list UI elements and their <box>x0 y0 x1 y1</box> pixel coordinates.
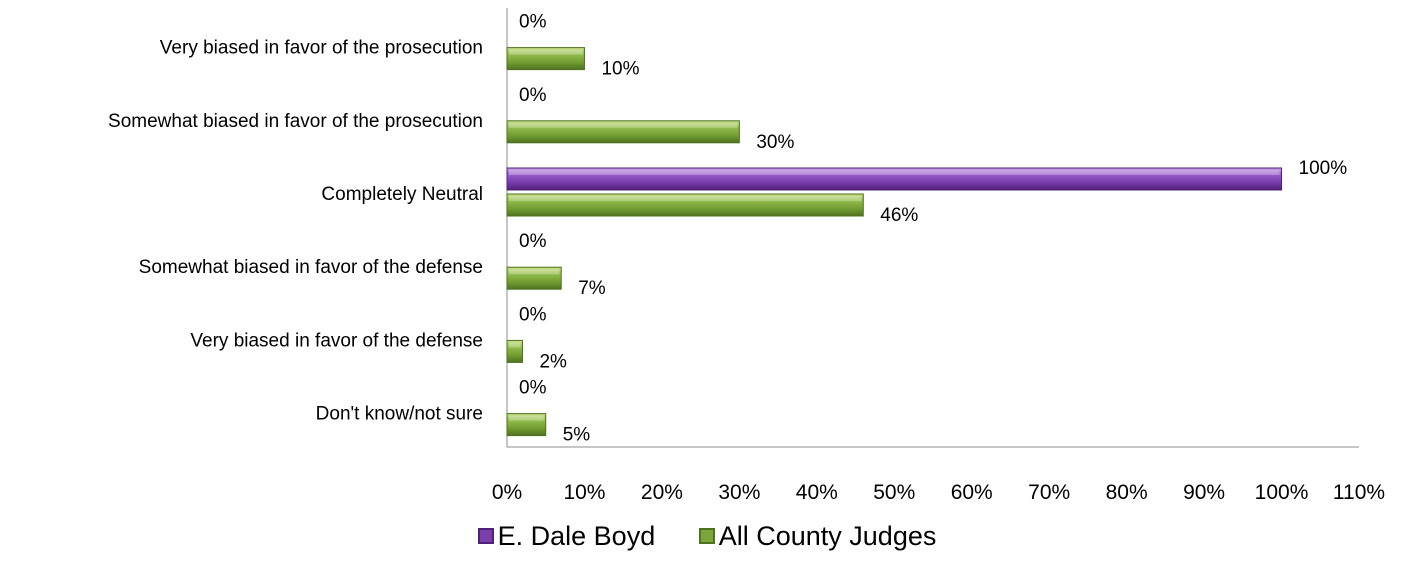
bar-highlight <box>509 170 1280 175</box>
legend: E. Dale Boyd All County Judges <box>0 520 1414 552</box>
data-label: 100% <box>1299 158 1348 179</box>
bar-highlight <box>509 122 738 128</box>
x-tick-label: 40% <box>796 481 838 504</box>
bar-all-county-judges <box>506 120 740 144</box>
category-label: Somewhat biased in favor of the defense <box>139 257 483 278</box>
x-tick-label: 70% <box>1028 481 1070 504</box>
legend-item-e-dale-boyd: E. Dale Boyd <box>477 520 656 552</box>
legend-label: E. Dale Boyd <box>497 520 656 551</box>
category-label: Very biased in favor of the defense <box>190 330 483 351</box>
data-label: 2% <box>539 351 567 372</box>
bar-all-county-judges <box>506 266 562 290</box>
data-label: 5% <box>563 425 591 446</box>
data-label: 10% <box>601 59 639 80</box>
bar-all-county-judges <box>506 193 864 217</box>
category-label: Completely Neutral <box>321 184 483 205</box>
legend-swatch-green <box>698 528 715 544</box>
bar-highlight <box>509 415 544 421</box>
category-label: Very biased in favor of the prosecution <box>160 38 483 59</box>
data-label: 0% <box>519 378 547 399</box>
bar-highlight <box>509 342 521 348</box>
x-tick-label: 60% <box>951 481 993 504</box>
x-tick-label: 80% <box>1106 481 1148 504</box>
x-tick-label: 0% <box>492 481 522 504</box>
category-label: Don't know/not sure <box>316 404 483 425</box>
legend-swatch-purple <box>477 528 494 544</box>
x-tick-label: 110% <box>1333 481 1385 504</box>
data-label: 0% <box>519 231 547 252</box>
x-tick-label: 10% <box>563 481 605 504</box>
data-label: 30% <box>756 132 794 153</box>
data-label: 46% <box>880 205 918 226</box>
data-label: 0% <box>519 12 547 33</box>
x-tick-label: 20% <box>641 481 683 504</box>
bar-highlight <box>509 49 583 55</box>
bar-all-county-judges <box>506 47 585 71</box>
data-label: 0% <box>519 304 547 325</box>
x-tick-label: 30% <box>718 481 760 504</box>
legend-item-all-county-judges: All County Judges <box>698 520 937 552</box>
x-tick-label: 50% <box>873 481 915 504</box>
x-tick-label: 100% <box>1255 481 1309 504</box>
x-tick-label: 90% <box>1183 481 1225 504</box>
bar-e-dale-boyd <box>506 167 1283 191</box>
bar-all-county-judges <box>506 339 523 363</box>
data-label: 7% <box>578 278 606 299</box>
data-label: 0% <box>519 85 547 106</box>
bar-all-county-judges <box>506 413 547 437</box>
bar-highlight <box>509 196 862 201</box>
category-label: Somewhat biased in favor of the prosecut… <box>108 111 483 132</box>
bar-highlight <box>509 269 560 275</box>
legend-label: All County Judges <box>718 520 937 551</box>
